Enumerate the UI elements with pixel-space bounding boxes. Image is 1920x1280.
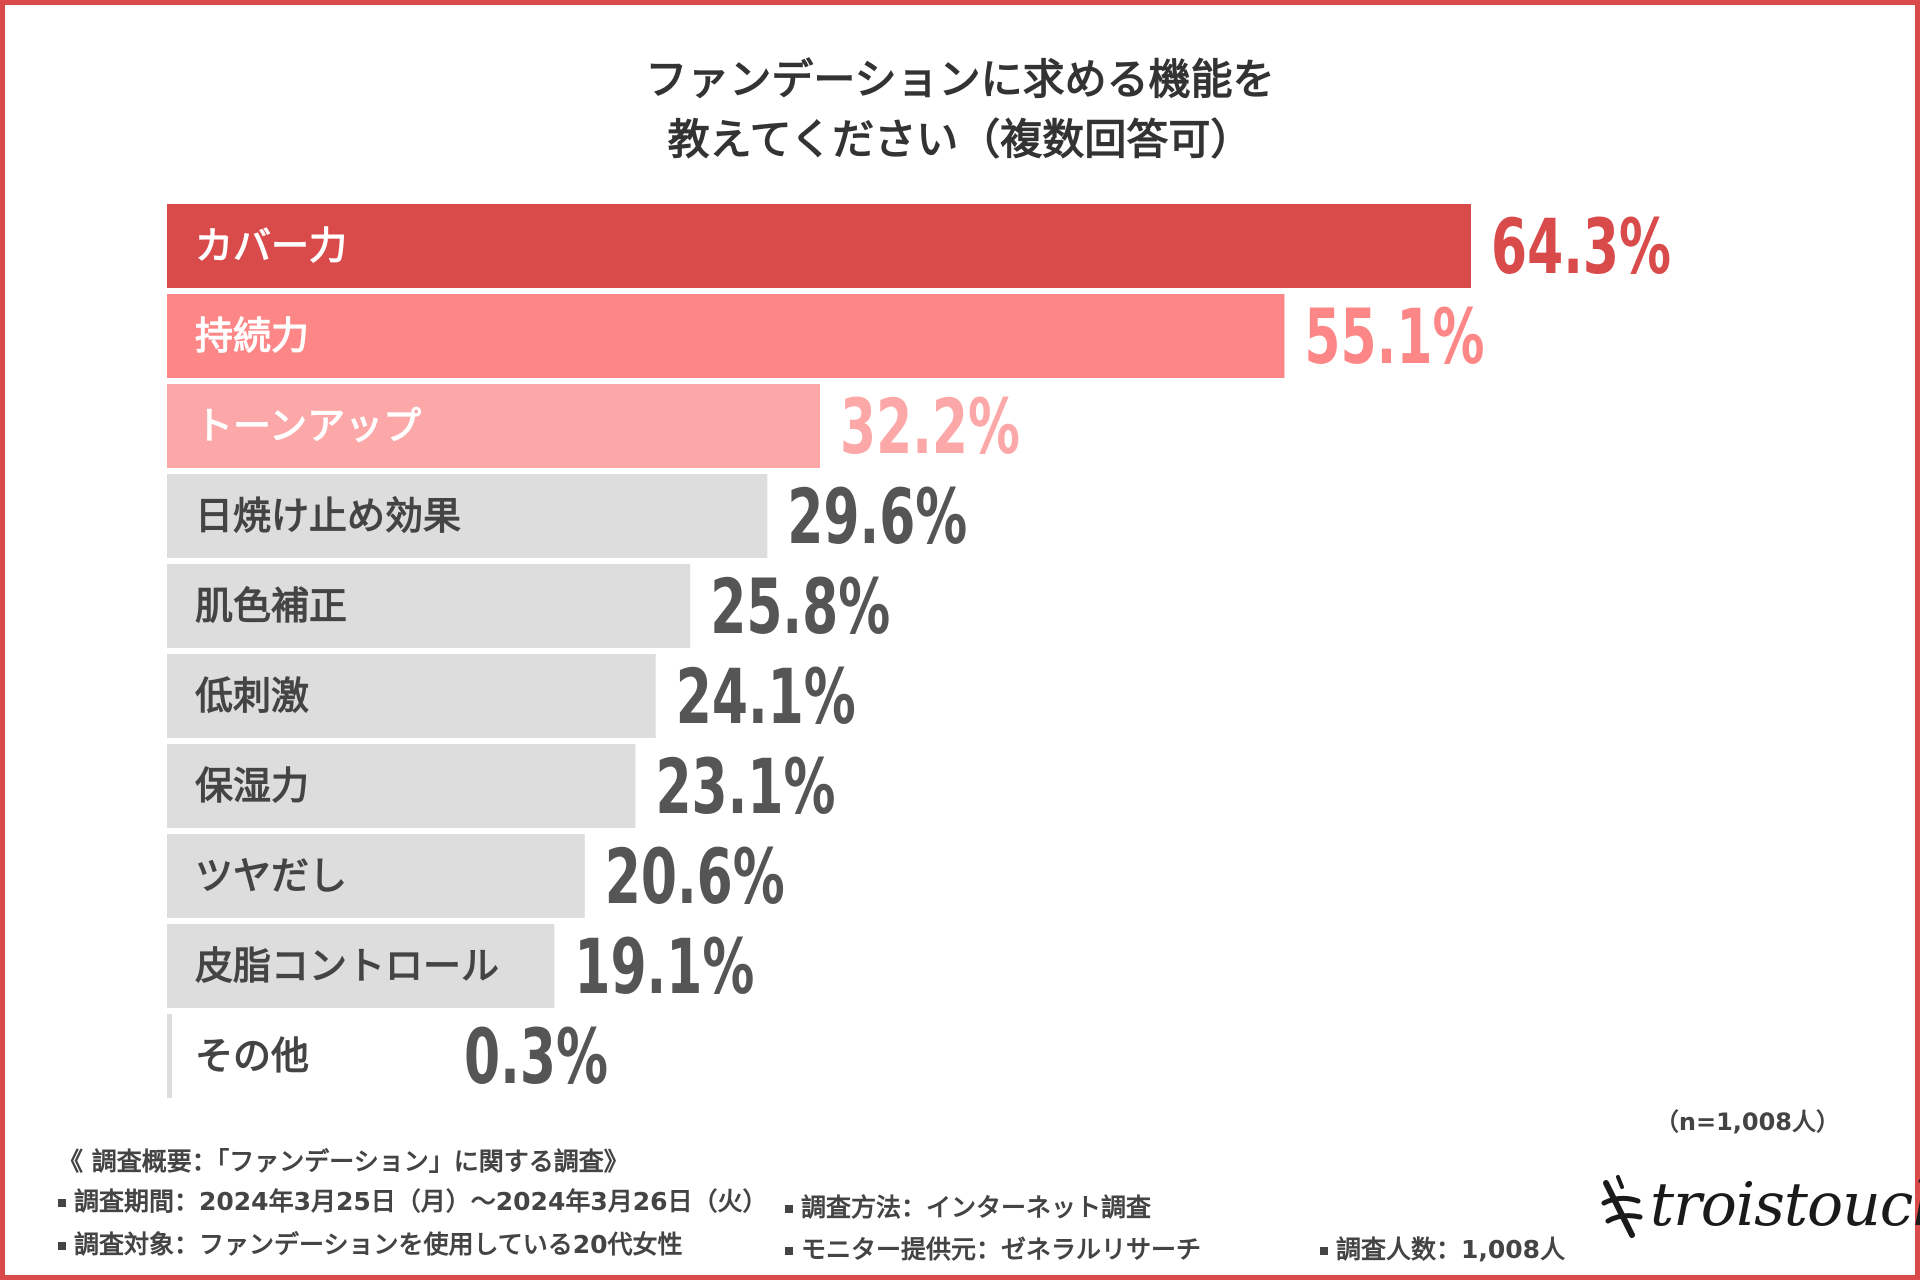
category-label-4: 日焼け止め効果 [195, 494, 461, 538]
bullet-square-icon [58, 1199, 66, 1207]
title-line-1: ファンデーションに求める機能を [645, 55, 1275, 104]
title-line-2: 教えてください（複数回答可） [667, 115, 1253, 164]
bar-4 [167, 474, 768, 558]
category-label-2: 持続力 [195, 314, 309, 358]
value-label-7: 23.1% [655, 742, 835, 831]
bullet-square-icon [785, 1247, 793, 1255]
survey-target-text: 調査対象：ファンデーションを使用している20代女性 [74, 1230, 683, 1259]
survey-target: 調査対象：ファンデーションを使用している20代女性 [58, 1225, 683, 1261]
sample-size-label: （n=1,008人） [1654, 1108, 1840, 1136]
survey-period: 調査期間：2024年3月25日（月）～2024年3月26日（火） [58, 1182, 768, 1218]
bar-10 [167, 1014, 172, 1098]
category-label-3: トーンアップ [195, 404, 421, 448]
survey-method: 調査方法：インターネット調査 [785, 1188, 1151, 1224]
sparkle-cross-icon [1601, 1175, 1643, 1238]
bar-1 [167, 204, 1471, 288]
survey-summary-heading: 《 調査概要：「ファンデーション」に関する調査》 [58, 1142, 629, 1178]
category-label-8: ツヤだし [195, 854, 347, 898]
survey-count-text: 調査人数：1,008人 [1336, 1235, 1566, 1264]
bar-5 [167, 564, 691, 648]
value-label-3: 32.2% [840, 382, 1020, 471]
survey-method-text: 調査方法：インターネット調査 [801, 1193, 1152, 1222]
value-label-1: 64.3% [1491, 202, 1671, 291]
value-label-5: 25.8% [710, 562, 890, 651]
category-label-6: 低刺激 [195, 674, 309, 718]
troistouch-logo: troistouch [1598, 1165, 1920, 1245]
value-label-8: 20.6% [605, 832, 785, 921]
survey-count: 調査人数：1,008人 [1320, 1230, 1565, 1266]
value-label-2: 55.1% [1304, 292, 1484, 381]
category-label-9: 皮脂コントロール [195, 944, 499, 988]
bullet-square-icon [785, 1205, 793, 1213]
bar-9 [167, 924, 555, 1008]
bullet-square-icon [58, 1242, 66, 1250]
survey-summary-heading-text: 《 調査概要：「ファンデーション」に関する調査》 [58, 1147, 629, 1176]
bar-6 [167, 654, 656, 738]
category-label-10: その他 [195, 1034, 309, 1078]
survey-provider: モニター提供元：ゼネラルリサーチ [785, 1230, 1201, 1266]
value-label-6: 24.1% [676, 652, 856, 741]
value-label-10: 0.3% [464, 1012, 608, 1101]
logo-wordmark: troistouch [1650, 1170, 1920, 1240]
survey-period-text: 調査期間：2024年3月25日（月）～2024年3月26日（火） [74, 1187, 768, 1216]
category-label-7: 保湿力 [195, 764, 309, 808]
bar-8 [167, 834, 585, 918]
bar-3 [167, 384, 821, 468]
category-label-5: 肌色補正 [195, 584, 347, 628]
category-label-1: カバー力 [195, 224, 347, 268]
survey-provider-text: モニター提供元：ゼネラルリサーチ [801, 1235, 1202, 1264]
value-label-9: 19.1% [574, 922, 754, 1011]
bar-7 [167, 744, 636, 828]
chart-title: ファンデーションに求める機能を 教えてください（複数回答可） [0, 50, 1920, 170]
bar-2 [167, 294, 1285, 378]
bullet-square-icon [1320, 1247, 1328, 1255]
value-label-4: 29.6% [787, 472, 967, 561]
